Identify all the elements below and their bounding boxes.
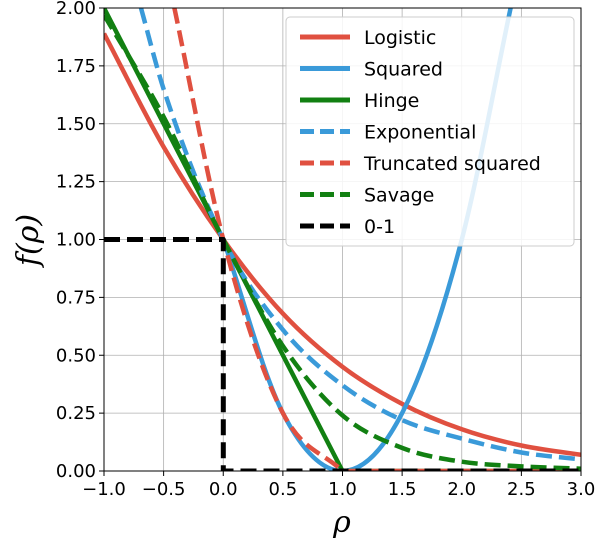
- x-tick-label: −1.0: [82, 479, 126, 500]
- y-tick-label: 1.25: [56, 172, 96, 193]
- series-line-logistic: [104, 32, 581, 458]
- series-line-0-1: [104, 237, 581, 471]
- y-tick-label: 1.50: [56, 114, 96, 135]
- y-axis-title: f(ρ): [11, 214, 46, 268]
- x-tick-label: 0.0: [209, 479, 238, 500]
- series-line-truncated-squared: [172, 8, 581, 471]
- y-tick-label: 1.75: [56, 56, 96, 77]
- x-tick-label: 0.5: [269, 479, 298, 500]
- x-tick-label: 2.5: [507, 479, 536, 500]
- legend-label-truncated-squared: Truncated squared: [363, 153, 541, 175]
- legend-label-0-1: 0-1: [364, 216, 395, 238]
- legend-frame: [285, 16, 575, 247]
- x-tick-label: 2.0: [447, 479, 476, 500]
- axis-ticks: −1.0 −0.5 0.0 0.5 1.0 1.5 2.0 2.5 3.0 0.00 0.25 0.5…: [56, 0, 595, 500]
- x-tick-label: −0.5: [142, 479, 186, 500]
- legend-label-savage: Savage: [364, 185, 434, 207]
- y-tick-label: 0.25: [56, 403, 96, 424]
- legend-label-squared: Squared: [364, 59, 443, 81]
- series-line-exponential: [138, 8, 581, 462]
- series-layer: [104, 8, 581, 471]
- x-tick-label: 3.0: [567, 479, 596, 500]
- y-tick-label: 2.00: [56, 0, 96, 19]
- y-tick-label: 1.00: [56, 230, 96, 251]
- x-axis-title: ρ: [332, 505, 351, 540]
- x-tick-label: 1.0: [328, 479, 357, 500]
- legend: Logistic Squared Hinge Exponential Truncated…: [285, 16, 575, 247]
- series-line-savage: [104, 13, 581, 471]
- legend-label-logistic: Logistic: [364, 27, 436, 49]
- x-tick-label: 1.5: [388, 479, 417, 500]
- legend-label-exponential: Exponential: [364, 122, 476, 144]
- legend-label-hinge: Hinge: [364, 90, 419, 112]
- y-tick-label: 0.00: [56, 461, 96, 482]
- y-tick-label: 0.50: [56, 345, 96, 366]
- y-tick-label: 0.75: [56, 287, 96, 308]
